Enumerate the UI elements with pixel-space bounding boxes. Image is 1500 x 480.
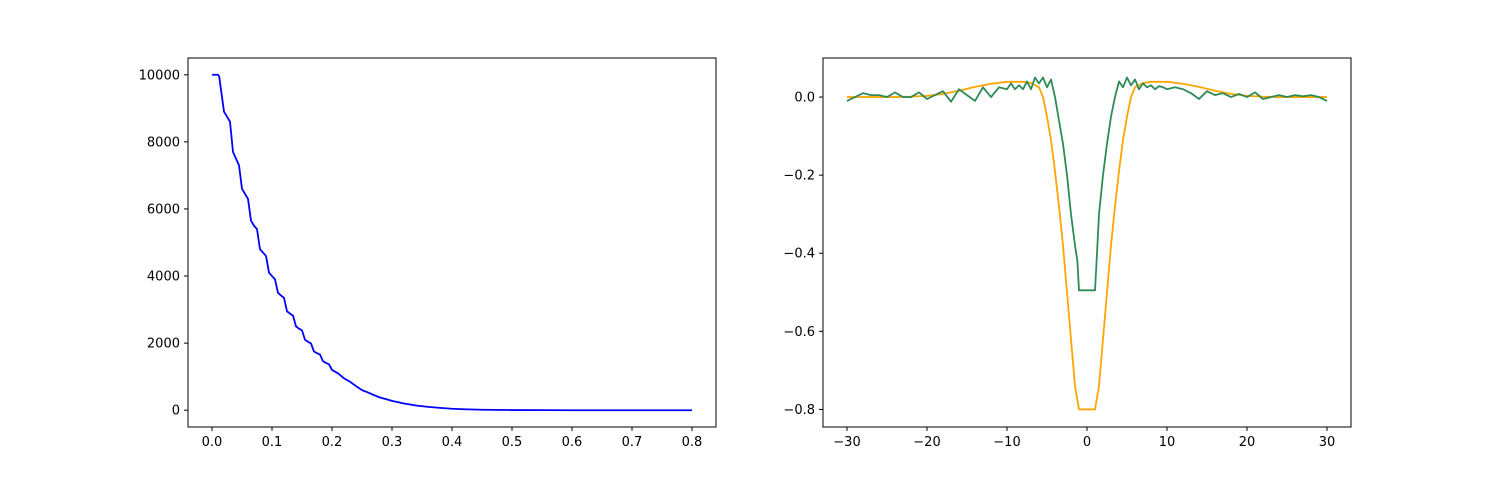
x-tick-label: 30	[1319, 435, 1336, 450]
series-line-1	[212, 73, 692, 412]
x-tick-label: 0.2	[322, 435, 343, 450]
x-tick-label: 0.4	[442, 435, 463, 450]
x-tick-label: 0.5	[502, 435, 523, 450]
y-tick-label: 8000	[147, 135, 180, 150]
y-tick-label: −0.6	[783, 325, 815, 340]
y-tick-label: −0.4	[783, 247, 815, 262]
y-tick-label: −0.8	[783, 403, 815, 418]
y-tick-label: 0	[172, 404, 180, 419]
y-tick-label: 6000	[147, 202, 180, 217]
plot-frame	[187, 57, 717, 428]
y-tick-label: 4000	[147, 270, 180, 285]
y-tick-label: 2000	[147, 337, 180, 352]
x-tick-label: 0	[1083, 435, 1091, 450]
x-tick-label: 0.3	[382, 435, 403, 450]
left-chart: 0.0 0.1 0.2 0.3 0.4 0.5 0.6 0.7 0.8 0 2000 4000 6000…	[139, 57, 717, 450]
x-tick-label: 0.6	[562, 435, 583, 450]
y-tick-label: 10000	[139, 68, 180, 83]
series-line-2	[846, 76, 1328, 292]
x-tick-label: −20	[913, 435, 940, 450]
x-tick-label: −10	[993, 435, 1020, 450]
y-tick-label: 0.0	[794, 91, 815, 106]
x-tick-label: 20	[1239, 435, 1256, 450]
series-line-1	[847, 80, 1327, 411]
x-tick-label: 0.1	[262, 435, 283, 450]
x-tick-label: −30	[833, 435, 860, 450]
x-tick-label: 0.7	[622, 435, 643, 450]
x-tick-label: 0.0	[202, 435, 223, 450]
right-chart: −30 −20 −10 0 10 20 30 0.0 −0.2 −0.4 −0.6 −0.8	[783, 57, 1352, 450]
plot-frame	[822, 57, 1352, 428]
x-tick-label: 0.8	[682, 435, 703, 450]
x-tick-label: 10	[1159, 435, 1176, 450]
y-tick-label: −0.2	[783, 169, 815, 184]
